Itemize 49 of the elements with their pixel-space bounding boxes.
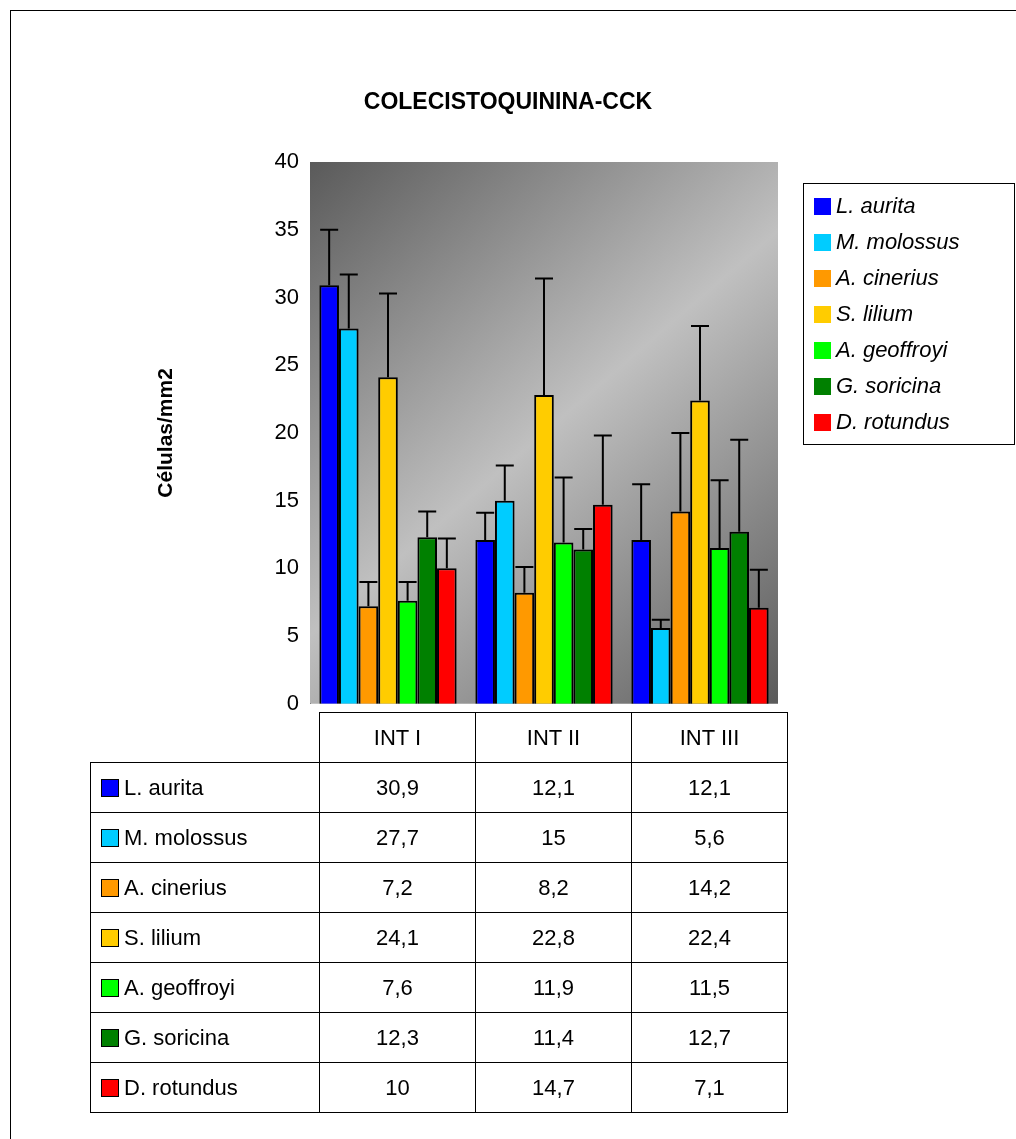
y-tick-label: 20 (274, 418, 299, 444)
legend-label: M. molossus (123, 824, 249, 851)
text: A. geoffroyi (124, 974, 235, 1000)
legend-label: A. cinerius (123, 874, 228, 901)
y-axis-title: Células/mm2 (153, 368, 177, 498)
y-tick-label: 5 (286, 622, 299, 648)
data-label: 22,4 (631, 912, 788, 963)
data-label: 10 (319, 1062, 476, 1113)
data-label: 11,4 (475, 1012, 632, 1063)
legend-label: S. lilium (836, 301, 914, 327)
text: M. molossus (836, 229, 960, 254)
chart-title: COLECISTOQUININA-CCK (362, 88, 654, 115)
x-tick-label: INT III (631, 712, 788, 763)
text: A. cinerius (836, 265, 939, 290)
y-tick-label: 40 (274, 148, 299, 174)
data-label: 11,9 (475, 962, 632, 1013)
data-label: 8,2 (475, 862, 632, 913)
data-label: 24,1 (319, 912, 476, 963)
data-label: 12,1 (631, 762, 788, 813)
legend-label: A. geoffroyi (836, 337, 948, 363)
y-tick-label: 25 (274, 351, 299, 377)
y-tick-label: 0 (286, 689, 299, 715)
data-label: 12,3 (319, 1012, 476, 1063)
legend-label: L. aurita (123, 774, 205, 801)
legend-label: D. rotundus (836, 409, 950, 435)
data-label: 12,7 (631, 1012, 788, 1063)
y-tick-label: 15 (274, 486, 299, 512)
data-label: 27,7 (319, 812, 476, 863)
data-label: 5,6 (631, 812, 788, 863)
text: G. soricina (124, 1024, 230, 1050)
data-label: 15 (475, 812, 632, 863)
x-tick-label: INT I (319, 712, 476, 763)
text: L. aurita (836, 193, 916, 218)
y-tick-label: 35 (274, 215, 299, 241)
legend-label: G. soricina (836, 373, 942, 399)
data-label: 7,1 (631, 1062, 788, 1113)
x-tick-label: INT II (475, 712, 632, 763)
text: D. rotundus (124, 1074, 238, 1100)
data-label: 22,8 (475, 912, 632, 963)
text: S. lilium (124, 924, 202, 950)
data-label: 12,1 (475, 762, 632, 813)
data-label: 30,9 (319, 762, 476, 813)
data-label: 7,6 (319, 962, 476, 1013)
data-label: 7,2 (319, 862, 476, 913)
data-label: 11,5 (631, 962, 788, 1013)
y-tick-label: 10 (274, 554, 299, 580)
data-label: 14,7 (475, 1062, 632, 1113)
y-tick-label: 30 (274, 283, 299, 309)
data-label: 14,2 (631, 862, 788, 913)
